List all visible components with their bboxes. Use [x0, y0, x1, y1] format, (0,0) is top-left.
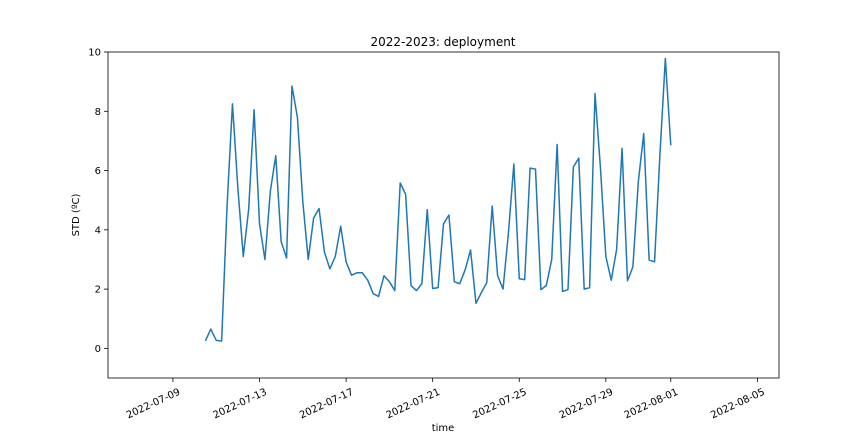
plot-frame — [107, 51, 780, 379]
y-tick-label: 10 — [88, 48, 101, 59]
y-tick-label: 8 — [95, 107, 101, 118]
series-line-0 — [204, 57, 672, 342]
y-axis: 0 2 4 6 8 10 — [88, 48, 108, 355]
y-tick-label: 2 — [95, 285, 101, 296]
plot-area — [108, 52, 779, 378]
series-layer — [204, 57, 672, 342]
chart-title: 2022-2023: deployment — [370, 35, 515, 49]
y-tick-label: 4 — [95, 225, 101, 236]
y-tick-label: 0 — [95, 344, 101, 355]
x-axis-label: time — [432, 423, 455, 432]
y-tick-label: 6 — [95, 166, 101, 177]
y-axis-label: STD (ºC) — [71, 193, 82, 236]
